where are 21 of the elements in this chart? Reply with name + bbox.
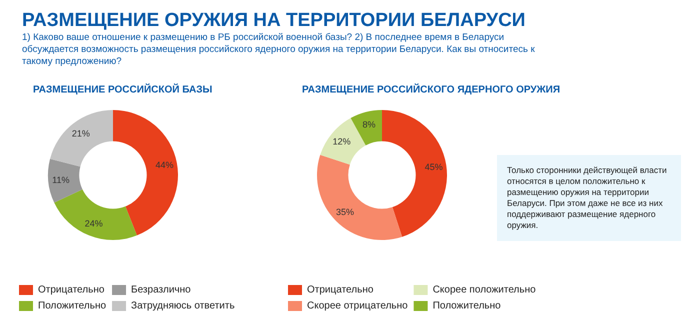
chart-title: РАЗМЕЩЕНИЕ РОССИЙСКОГО ЯДЕРНОГО ОРУЖИЯ bbox=[302, 82, 560, 96]
text: РАЗМЕЩЕНИЕ ОРУЖИЯ НА ТЕРРИТОРИИ БЕЛАРУСИ bbox=[22, 10, 526, 32]
legend-label: Скорее отрицательно bbox=[307, 300, 408, 312]
chart-title: РАЗМЕЩЕНИЕ РОССИЙСКОЙ БАЗЫ bbox=[33, 82, 212, 96]
legend-label: Скорее положительно bbox=[432, 284, 536, 296]
data-label: 35% bbox=[336, 207, 354, 218]
data-label: 8% bbox=[362, 119, 376, 130]
legend-label: Положительно bbox=[432, 300, 502, 312]
data-label: 21% bbox=[72, 128, 90, 139]
data-label: 11% bbox=[52, 174, 70, 185]
data-label: 44% bbox=[155, 160, 174, 170]
legend-label: Отрицательно bbox=[38, 284, 105, 296]
legend-label: Положительно bbox=[38, 300, 106, 312]
legend-label: Затрудняюсь ответить bbox=[131, 300, 235, 312]
data-label: 45% bbox=[424, 162, 443, 172]
legend-label: Отрицательно bbox=[307, 284, 374, 296]
text: 1) Каково ваше отношение к размещению в РБ российской военной базы? 2) В последнее время в Беларуси обсуждается возможность размещения российского ядерного оружия на территории Беларуси. Как вы относитесь к такому предложению? bbox=[22, 32, 536, 68]
legend-label: Безразлично bbox=[131, 284, 192, 296]
data-label: 12% bbox=[332, 136, 351, 147]
data-label: 24% bbox=[84, 218, 103, 229]
text: Только сторонники действующей власти относятся в целом положительно к размещению оружия на территории Беларуси. При этом даже не все из них поддерживают размещение ядерного оружия. bbox=[507, 165, 668, 231]
